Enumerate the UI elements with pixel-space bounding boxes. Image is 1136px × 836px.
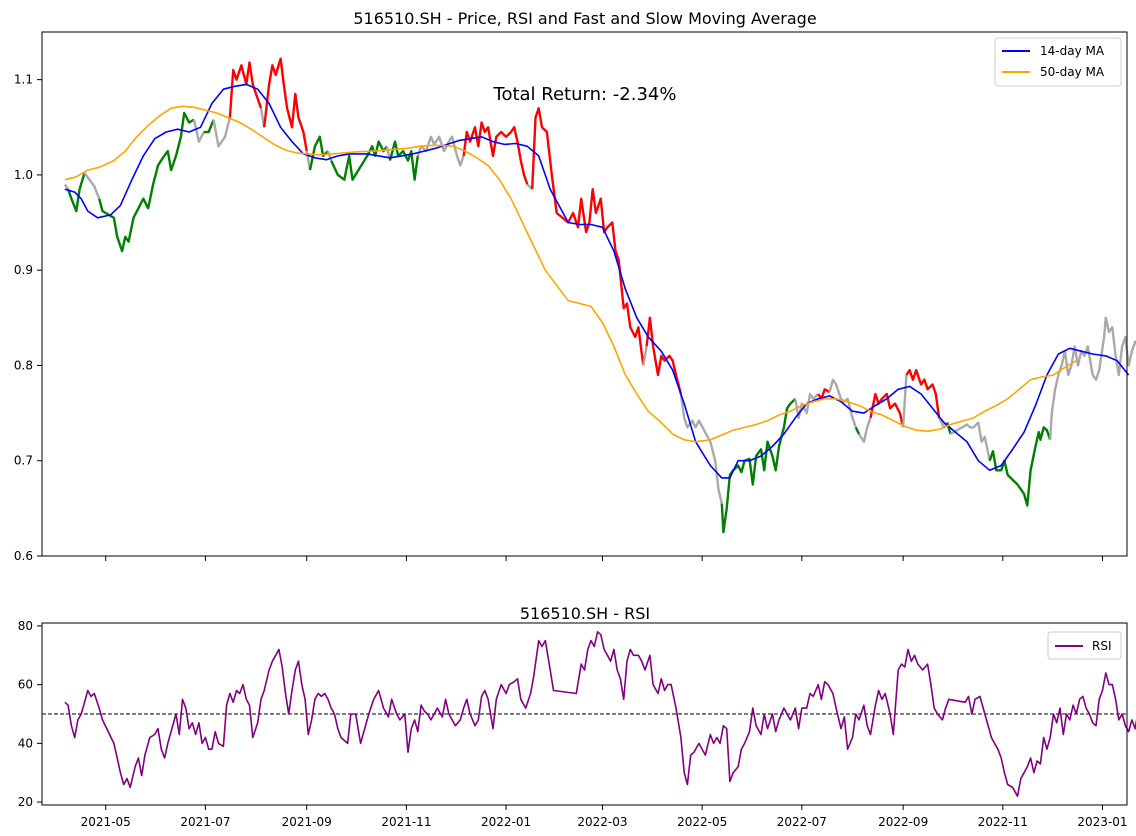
price-segment xyxy=(720,397,797,534)
price-y-axis: 0.6 0.7 0.8 0.9 1.0 1.1 xyxy=(14,73,42,563)
ma50-line xyxy=(64,105,1077,443)
price-segment xyxy=(642,346,648,366)
rsi-line xyxy=(64,630,1136,798)
rsi-legend: RSI xyxy=(1047,631,1122,660)
price-segment xyxy=(988,426,1052,507)
rsi-chart-title: 516510.SH - RSI xyxy=(520,604,650,623)
price-y-tick-label: 0.9 xyxy=(14,263,33,277)
price-segment xyxy=(645,316,683,395)
price-y-tick-label: 0.6 xyxy=(14,549,33,563)
rsi-y-tick-label: 40 xyxy=(18,736,33,750)
price-segment xyxy=(679,393,723,504)
price-segment xyxy=(817,388,831,400)
price-segment xyxy=(794,392,820,420)
rsi-plot-frame xyxy=(41,622,1128,806)
rsi-x-axis: 2021-05 2021-07 2021-09 2021-11 2022-01 2022-… xyxy=(81,805,1128,829)
rsi-x-tick-label: 2021-09 xyxy=(282,815,332,829)
price-segment xyxy=(98,111,195,253)
rsi-x-tick-label: 2022-05 xyxy=(677,815,727,829)
price-segment xyxy=(83,172,101,200)
price-segment xyxy=(203,119,215,134)
price-segment xyxy=(192,119,205,143)
price-panel: 516510.SH - Price, RSI and Fast and Slow… xyxy=(14,9,1136,563)
price-y-tick-label: 0.7 xyxy=(14,454,33,468)
price-segment xyxy=(869,392,905,428)
legend-label-rsi: RSI xyxy=(1092,639,1112,653)
price-legend: 14-day MA 50-day MA xyxy=(994,37,1122,87)
price-segment xyxy=(946,422,952,435)
price-segment xyxy=(949,421,991,461)
price-segment xyxy=(263,57,308,152)
rsi-y-tick-label: 60 xyxy=(18,678,33,692)
price-segment xyxy=(905,369,941,419)
price-y-tick-label: 1.0 xyxy=(14,168,33,182)
price-y-tick-label: 0.8 xyxy=(14,358,33,372)
legend-label-ma14: 14-day MA xyxy=(1040,44,1105,58)
rsi-legend-box xyxy=(1047,631,1122,660)
rsi-x-tick-label: 2022-07 xyxy=(777,815,827,829)
price-segment xyxy=(330,140,388,181)
rsi-x-tick-label: 2022-01 xyxy=(481,815,531,829)
rsi-y-axis: 20 40 60 80 xyxy=(18,619,42,809)
price-y-tick-label: 1.1 xyxy=(14,73,33,87)
rsi-y-tick-label: 20 xyxy=(18,795,33,809)
price-segment xyxy=(857,417,872,443)
price-segment xyxy=(63,183,70,190)
rsi-x-tick-label: 2023-01 xyxy=(1077,815,1127,829)
price-chart-title: 516510.SH - Price, RSI and Fast and Slow… xyxy=(353,9,816,28)
total-return-annotation: Total Return: -2.34% xyxy=(493,84,677,105)
rsi-y-tick-label: 80 xyxy=(18,619,33,633)
legend-label-ma50: 50-day MA xyxy=(1040,65,1105,79)
price-segment xyxy=(854,426,861,435)
rsi-x-tick-label: 2022-09 xyxy=(878,815,928,829)
price-segment xyxy=(212,117,232,148)
rsi-x-tick-label: 2022-11 xyxy=(978,815,1028,829)
rsi-x-tick-label: 2021-05 xyxy=(81,815,131,829)
rsi-x-tick-label: 2022-03 xyxy=(577,815,627,829)
price-segment xyxy=(1049,316,1136,440)
price-plot-frame xyxy=(41,31,1128,557)
rsi-x-tick-label: 2021-07 xyxy=(180,815,230,829)
rsi-x-tick-label: 2021-11 xyxy=(381,815,431,829)
price-segment xyxy=(66,172,86,213)
price-x-ticks xyxy=(105,556,1103,561)
ma14-line xyxy=(64,83,1130,479)
price-segment xyxy=(901,374,908,428)
price-segment xyxy=(531,106,645,366)
